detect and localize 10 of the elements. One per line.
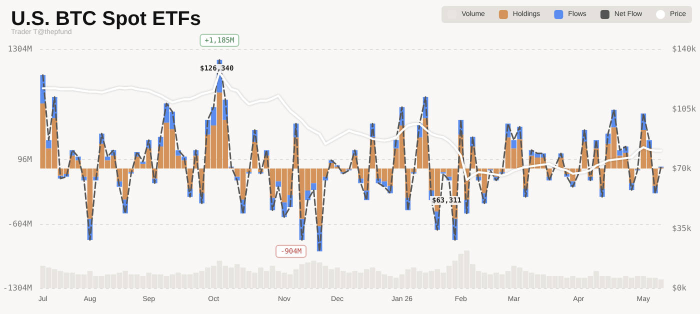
y-tick-label: 96M <box>17 155 32 164</box>
y-tick-label: 1304M <box>8 44 32 54</box>
chart-title: U.S. BTC Spot ETFs <box>11 8 201 30</box>
y2-tick-label: $105k <box>672 104 696 114</box>
y2-tick-label: $35k <box>672 224 692 233</box>
y2-tick-label: $140k <box>672 44 696 54</box>
y2-tick-label: $0k <box>672 284 687 292</box>
y-tick-label: -1304M <box>2 284 32 292</box>
y-tick-label: -604M <box>8 219 32 228</box>
y2-tick-label: $70k <box>672 164 692 173</box>
